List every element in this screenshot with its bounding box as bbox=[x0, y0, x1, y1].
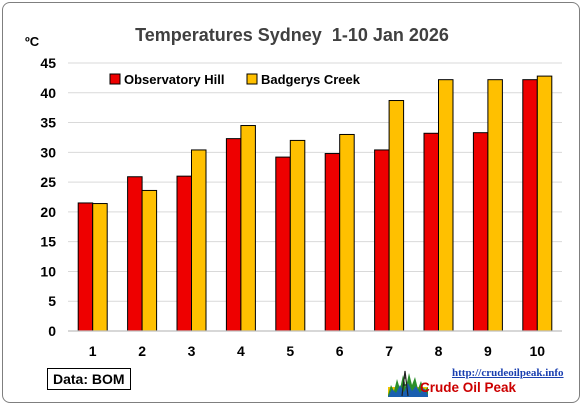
bar-badgerys-creek bbox=[339, 133, 355, 332]
y-tick-label: 10 bbox=[40, 263, 56, 279]
y-tick-label: 30 bbox=[40, 144, 56, 160]
legend-label: Badgerys Creek bbox=[261, 72, 361, 87]
crude-oil-peak-watermark[interactable]: http://crudeoilpeak.info Crude Oil Peak bbox=[388, 365, 568, 397]
bar-badgerys-creek bbox=[289, 139, 306, 332]
y-tick-label: 0 bbox=[48, 323, 56, 339]
bar-badgerys-creek bbox=[438, 79, 454, 332]
bar-observatory-hill bbox=[176, 175, 192, 332]
x-tick-label: 9 bbox=[484, 343, 492, 359]
x-tick-label: 1 bbox=[89, 343, 97, 359]
y-tick-label: 40 bbox=[40, 85, 56, 101]
bar-observatory-hill bbox=[423, 132, 439, 332]
legend-swatch bbox=[109, 73, 121, 85]
bars bbox=[77, 75, 553, 332]
x-tick-label: 2 bbox=[138, 343, 146, 359]
bar-observatory-hill bbox=[472, 132, 489, 332]
watermark-name: Crude Oil Peak bbox=[420, 380, 517, 395]
x-tick-label: 7 bbox=[385, 343, 393, 359]
legend: Observatory Hill Badgerys Creek bbox=[109, 72, 361, 87]
bar-observatory-hill bbox=[127, 176, 143, 332]
y-tick-label: 35 bbox=[40, 115, 56, 131]
x-tick-label: 6 bbox=[336, 343, 344, 359]
bar-observatory-hill bbox=[275, 156, 291, 332]
bar-badgerys-creek bbox=[141, 189, 158, 332]
bar-observatory-hill bbox=[324, 153, 341, 332]
x-tick-label: 4 bbox=[237, 343, 245, 359]
x-tick-label: 10 bbox=[530, 343, 546, 359]
watermark-url-link[interactable]: http://crudeoilpeak.info bbox=[452, 367, 564, 379]
bar-observatory-hill bbox=[77, 202, 94, 332]
y-tick-label: 20 bbox=[40, 204, 56, 220]
y-tick-label: 45 bbox=[40, 55, 56, 71]
bar-badgerys-creek bbox=[487, 79, 503, 332]
legend-label: Observatory Hill bbox=[124, 72, 224, 87]
bar-badgerys-creek bbox=[191, 149, 207, 332]
bar-observatory-hill bbox=[522, 79, 538, 332]
y-tick-label: 5 bbox=[48, 293, 56, 309]
data-source-note: Data: BOM bbox=[47, 368, 131, 390]
x-tick-label: 5 bbox=[286, 343, 294, 359]
bar-observatory-hill bbox=[225, 138, 242, 332]
bar-badgerys-creek bbox=[240, 125, 256, 332]
bar-badgerys-creek bbox=[536, 75, 553, 332]
y-tick-label: 15 bbox=[40, 234, 56, 250]
y-axis-unit-label: ºC bbox=[25, 34, 40, 49]
bar-observatory-hill bbox=[374, 149, 390, 332]
chart-title: Temperatures Sydney 1-10 Jan 2026 bbox=[135, 25, 449, 45]
bar-badgerys-creek bbox=[388, 100, 405, 332]
x-tick-label: 3 bbox=[188, 343, 196, 359]
legend-swatch bbox=[246, 73, 258, 85]
y-tick-label: 25 bbox=[40, 174, 56, 190]
bar-badgerys-creek bbox=[92, 203, 108, 332]
oil-well-silhouette-icon bbox=[388, 370, 428, 397]
x-tick-label: 8 bbox=[435, 343, 443, 359]
